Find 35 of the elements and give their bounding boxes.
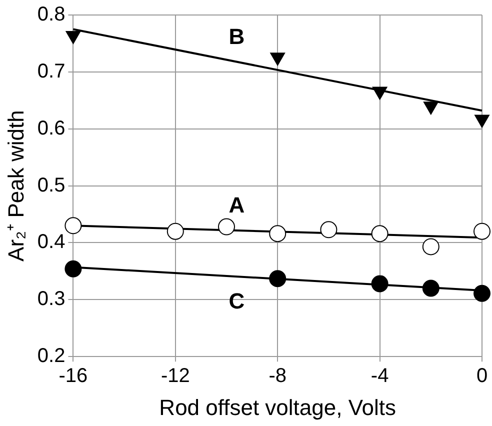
point [371, 225, 388, 242]
series-label: A [228, 192, 245, 218]
point [474, 284, 490, 302]
point [64, 217, 82, 234]
point [64, 260, 82, 278]
point [372, 86, 388, 100]
series-label: B [228, 24, 245, 49]
series-label: C [228, 288, 245, 314]
x-tick-label: -12 [160, 365, 190, 388]
point [422, 238, 440, 256]
y-tick-label: 0.7 [37, 60, 66, 82]
y-tick-label: 0.4 [37, 231, 66, 254]
point [218, 218, 235, 236]
y-tick-label: 0.2 [37, 345, 66, 368]
x-tick-label: -8 [268, 365, 286, 388]
x-tick-label: -4 [370, 365, 389, 388]
point [269, 225, 286, 242]
y-axis-title: Ar₂⁺ Peak width [3, 110, 28, 262]
y-tick-label: 0.3 [37, 288, 66, 310]
y-tick-label: 0.5 [37, 174, 66, 196]
x-tick-label: 0 [476, 365, 488, 388]
point [66, 30, 81, 44]
point [474, 222, 490, 240]
point [474, 114, 490, 128]
x-tick-label: -16 [58, 365, 88, 388]
point [270, 52, 286, 66]
y-tick-label: 0.6 [37, 117, 66, 140]
point [320, 221, 338, 238]
y-tick-label: 0.8 [37, 4, 66, 26]
point [422, 280, 440, 297]
point [166, 222, 184, 240]
x-axis-title: Rod offset voltage, Volts [159, 394, 396, 420]
point [269, 270, 286, 288]
point [423, 102, 438, 115]
point [371, 275, 388, 292]
